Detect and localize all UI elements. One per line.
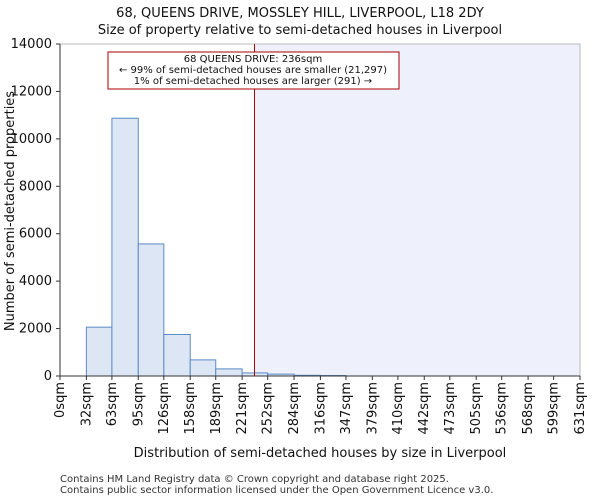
x-tick-label: 316sqm (313, 382, 328, 435)
highlight-region (254, 44, 581, 376)
chart-title-address: 68, QUEENS DRIVE, MOSSLEY HILL, LIVERPOO… (116, 6, 484, 21)
x-tick-label: 252sqm (261, 382, 276, 435)
x-tick-label: 63sqm (105, 382, 120, 426)
y-tick-label: 2000 (19, 322, 52, 337)
x-tick-label: 568sqm (521, 382, 536, 435)
y-tick-label: 4000 (19, 274, 52, 289)
bar-126sqm (163, 334, 191, 377)
footer-copyright: Contains HM Land Registry data © Crown c… (60, 474, 449, 485)
x-tick-label: 189sqm (209, 382, 224, 435)
y-tick-label: 10000 (11, 132, 52, 147)
y-tick-label: 8000 (19, 179, 52, 194)
x-axis-label: Distribution of semi-detached houses by … (134, 446, 507, 461)
x-tick-label: 379sqm (365, 382, 380, 435)
bar-63sqm (111, 117, 139, 377)
y-tick-label: 6000 (19, 227, 52, 242)
bar-158sqm (189, 359, 217, 377)
bar-189sqm (215, 368, 243, 377)
x-tick-label: 95sqm (131, 382, 146, 426)
x-tick-label: 473sqm (443, 382, 458, 435)
y-tick-label: 0 (44, 369, 52, 384)
annotation-line-3: 1% of semi-detached houses are larger (2… (134, 76, 372, 87)
footer-licence: Contains public sector information licen… (60, 485, 494, 496)
x-tick-label: 442sqm (417, 382, 432, 435)
x-tick-label: 410sqm (391, 382, 406, 435)
x-tick-label: 158sqm (183, 382, 198, 435)
y-tick-label: 12000 (11, 84, 52, 99)
y-axis-label: Number of semi-detached properties (3, 91, 18, 331)
bar-95sqm (137, 243, 165, 377)
annotation-box (107, 51, 400, 90)
x-tick-label: 631sqm (573, 382, 588, 435)
chart-title-subtitle: Size of property relative to semi-detach… (97, 23, 503, 38)
x-tick-label: 347sqm (339, 382, 354, 435)
annotation-line-2: ← 99% of semi-detached houses are smalle… (119, 65, 387, 76)
y-tick-label: 14000 (11, 37, 52, 52)
x-tick-label: 32sqm (79, 382, 94, 426)
x-tick-label: 0sqm (53, 382, 68, 418)
annotation-line-1: 68 QUEENS DRIVE: 236sqm (184, 54, 322, 65)
x-tick-label: 599sqm (547, 382, 562, 435)
x-tick-label: 505sqm (469, 382, 484, 435)
x-tick-label: 536sqm (495, 382, 510, 435)
x-tick-label: 284sqm (287, 382, 302, 435)
x-tick-label: 221sqm (235, 382, 250, 435)
x-tick-label: 126sqm (157, 382, 172, 435)
bar-32sqm (85, 326, 113, 377)
